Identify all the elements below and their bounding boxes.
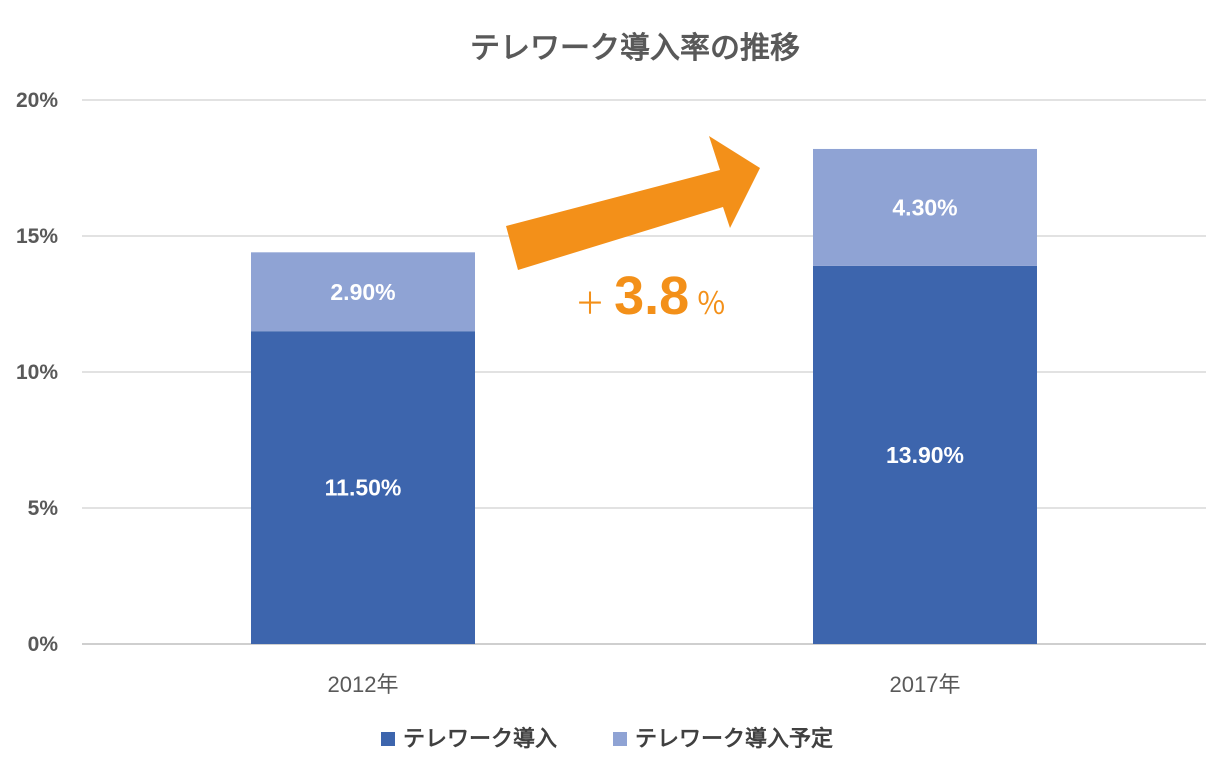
legend-swatch	[381, 732, 395, 746]
x-axis: 2012年 2017年	[328, 672, 961, 697]
y-tick-label: 5%	[28, 497, 59, 520]
bars: 11.50% 2.90% 13.90% 4.30%	[251, 148, 1037, 644]
bar-segment	[813, 265, 1037, 644]
data-label: 11.50%	[325, 475, 402, 501]
data-label: 13.90%	[886, 442, 964, 468]
y-tick-label: 10%	[16, 361, 58, 384]
growth-plus: ＋	[575, 287, 605, 322]
growth-label: ＋ 3.8 ％	[575, 266, 726, 326]
y-tick-label: 0%	[28, 633, 59, 656]
data-label: 2.90%	[330, 279, 395, 305]
y-tick-label: 15%	[16, 225, 58, 248]
legend-swatch	[613, 732, 627, 746]
growth-unit: ％	[696, 287, 726, 322]
y-tick-label: 20%	[16, 89, 58, 112]
bar-segment	[251, 331, 475, 644]
growth-annotation: ＋ 3.8 ％	[506, 136, 760, 326]
chart-title: テレワーク導入率の推移	[470, 31, 800, 66]
data-label: 4.30%	[892, 194, 957, 220]
bar-segment	[813, 148, 1037, 266]
growth-arrow-icon	[506, 136, 760, 270]
gridlines	[82, 99, 1206, 645]
x-tick-label: 2012年	[328, 672, 399, 697]
legend-label: テレワーク導入	[403, 726, 557, 752]
growth-value: 3.8	[614, 266, 689, 326]
legend: テレワーク導入 テレワーク導入予定	[381, 726, 833, 752]
y-axis: 0% 5% 10% 15% 20%	[16, 89, 58, 656]
x-tick-label: 2017年	[890, 672, 961, 697]
bar-segment	[251, 252, 475, 332]
legend-label: テレワーク導入予定	[635, 726, 833, 752]
